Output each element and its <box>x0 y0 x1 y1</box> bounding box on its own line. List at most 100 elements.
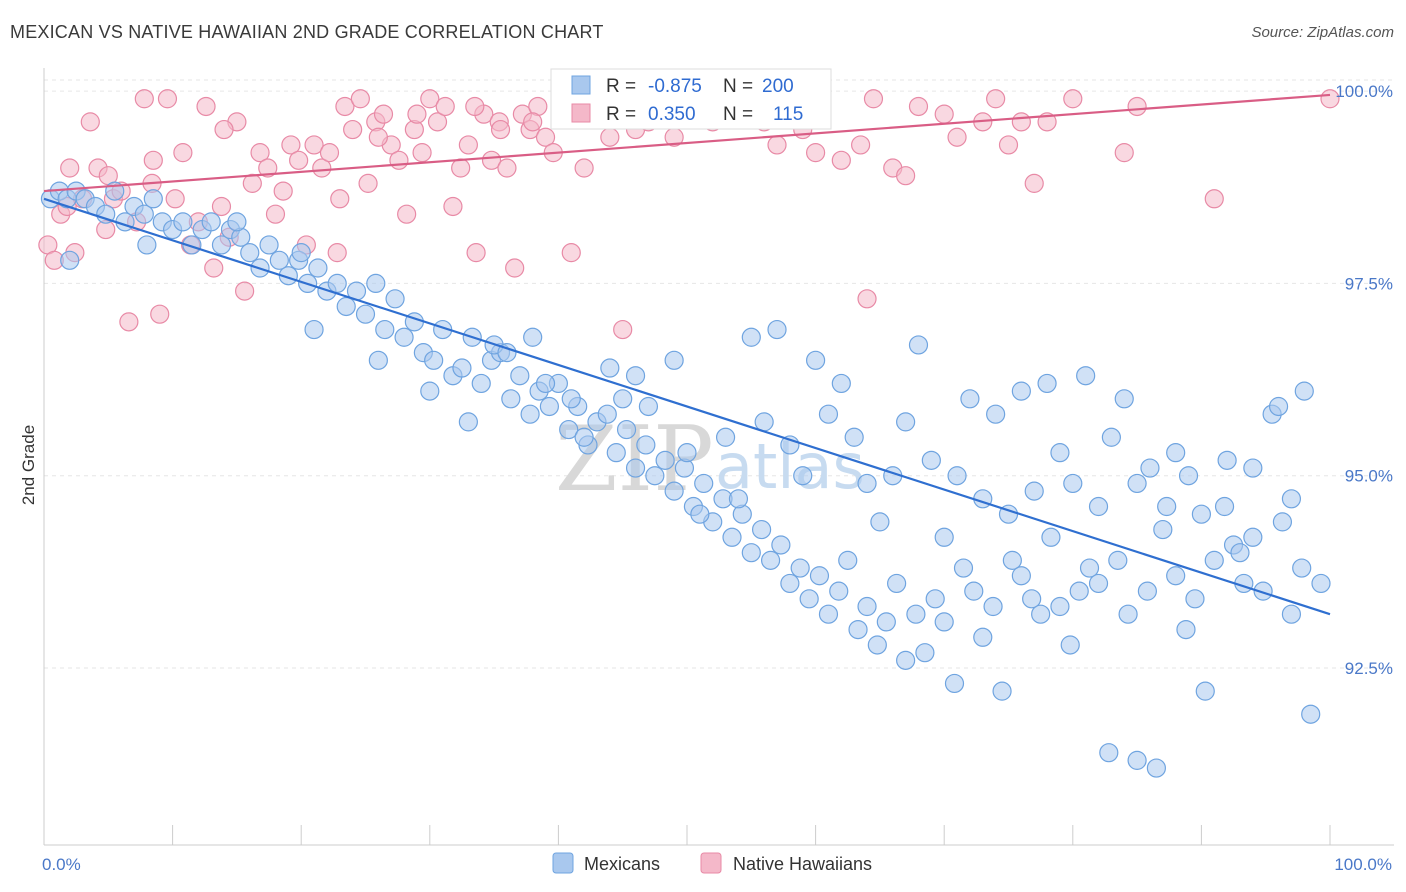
legend-label-mexicans: Mexicans <box>584 854 660 874</box>
source-credit: Source: ZipAtlas.com <box>1251 24 1394 41</box>
point-mexicans <box>1011 381 1031 401</box>
x-tick-label: 0.0% <box>42 855 81 874</box>
point-native-hawaiians <box>265 204 286 224</box>
point-mexicans <box>613 389 633 409</box>
point-mexicans <box>501 389 521 409</box>
point-native-hawaiians <box>535 127 556 147</box>
point-mexicans <box>1253 581 1273 601</box>
point-native-hawaiians <box>330 189 350 209</box>
point-mexicans <box>790 558 810 578</box>
point-native-hawaiians <box>1114 143 1134 163</box>
point-mexicans <box>838 550 858 570</box>
point-mexicans <box>831 373 851 394</box>
point-mexicans <box>1050 443 1070 463</box>
point-native-hawaiians <box>805 143 826 163</box>
point-mexicans <box>780 573 800 594</box>
legend: Mexicans Native Hawaiians <box>552 852 872 874</box>
point-mexicans <box>921 450 941 470</box>
point-mexicans <box>561 389 581 409</box>
point-mexicans <box>1176 619 1196 640</box>
point-mexicans <box>1024 481 1044 501</box>
point-mexicans <box>600 358 620 378</box>
point-mexicans <box>934 527 954 547</box>
point-native-hawaiians <box>1127 96 1147 117</box>
point-mexicans <box>606 443 626 463</box>
point-mexicans <box>857 596 877 617</box>
point-mexicans <box>767 319 787 340</box>
point-mexicans <box>1292 558 1312 578</box>
point-mexicans <box>1031 604 1051 624</box>
point-mexicans <box>960 389 980 409</box>
point-mexicans <box>1011 566 1031 586</box>
point-mexicans <box>1022 589 1042 609</box>
point-mexicans <box>870 512 890 532</box>
point-mexicans <box>728 489 749 509</box>
point-mexicans <box>1127 750 1147 770</box>
point-mexicans <box>385 289 405 309</box>
point-native-hawaiians <box>258 158 278 178</box>
point-mexicans <box>134 204 154 224</box>
point-native-hawaiians <box>443 196 463 217</box>
point-mexicans <box>559 419 579 440</box>
grid-lines <box>44 79 1394 669</box>
point-mexicans <box>1099 743 1119 763</box>
trend-line-mexicans <box>43 197 1331 616</box>
point-mexicans <box>760 550 781 570</box>
point-mexicans <box>805 350 826 370</box>
point-mexicans <box>1108 550 1128 570</box>
point-native-hawaiians <box>407 104 427 124</box>
point-mexicans <box>375 319 395 340</box>
point-mexicans <box>1076 366 1096 386</box>
y-axis-title: 2nd Grade <box>19 425 38 505</box>
point-native-hawaiians <box>273 181 293 201</box>
point-native-hawaiians <box>289 150 309 170</box>
point-mexicans <box>1153 519 1173 540</box>
point-mexicans <box>1041 527 1061 547</box>
point-mexicans <box>1114 389 1134 409</box>
point-mexicans <box>715 427 736 447</box>
point-native-hawaiians <box>134 89 154 109</box>
point-mexicans <box>510 366 530 386</box>
point-mexicans <box>887 573 907 594</box>
point-mexicans <box>1243 527 1263 547</box>
point-mexicans <box>1191 504 1212 524</box>
point-mexicans <box>96 204 116 224</box>
point-native-hawaiians <box>481 150 502 170</box>
point-mexicans <box>947 466 967 486</box>
point-native-hawaiians <box>165 189 185 209</box>
point-mexicans <box>876 612 896 632</box>
point-native-hawaiians <box>451 158 471 178</box>
point-native-hawaiians <box>458 135 478 155</box>
point-mexicans <box>394 327 414 347</box>
point-native-hawaiians <box>466 243 486 263</box>
point-native-hawaiians <box>561 243 581 263</box>
point-mexicans <box>925 589 945 609</box>
trend-line-native-hawaiians <box>43 93 1331 193</box>
point-native-hawaiians <box>1063 89 1083 109</box>
point-mexicans <box>597 404 617 424</box>
point-mexicans <box>143 189 163 209</box>
point-mexicans <box>1079 558 1100 578</box>
point-mexicans <box>173 212 193 232</box>
point-native-hawaiians <box>497 158 517 178</box>
point-native-hawaiians <box>389 150 409 170</box>
point-native-hawaiians <box>343 119 363 140</box>
point-native-hawaiians <box>214 119 234 140</box>
point-native-hawaiians <box>304 135 324 155</box>
stats-swatch-pink <box>571 103 591 123</box>
legend-label-native-hawaiians: Native Hawaiians <box>733 854 872 874</box>
point-native-hawaiians <box>613 319 633 340</box>
point-native-hawaiians <box>281 135 301 155</box>
point-mexicans <box>809 566 830 586</box>
point-mexicans <box>636 435 656 455</box>
point-mexicans <box>1301 704 1321 724</box>
stats-r-value-1: -0.875 <box>648 76 702 97</box>
point-native-hawaiians <box>574 158 594 178</box>
point-native-hawaiians <box>312 158 332 178</box>
series-mexicans <box>40 181 1331 778</box>
point-mexicans <box>867 635 887 655</box>
point-mexicans <box>741 327 761 347</box>
point-mexicans <box>857 473 877 494</box>
point-mexicans <box>986 404 1006 424</box>
point-mexicans <box>535 373 556 394</box>
